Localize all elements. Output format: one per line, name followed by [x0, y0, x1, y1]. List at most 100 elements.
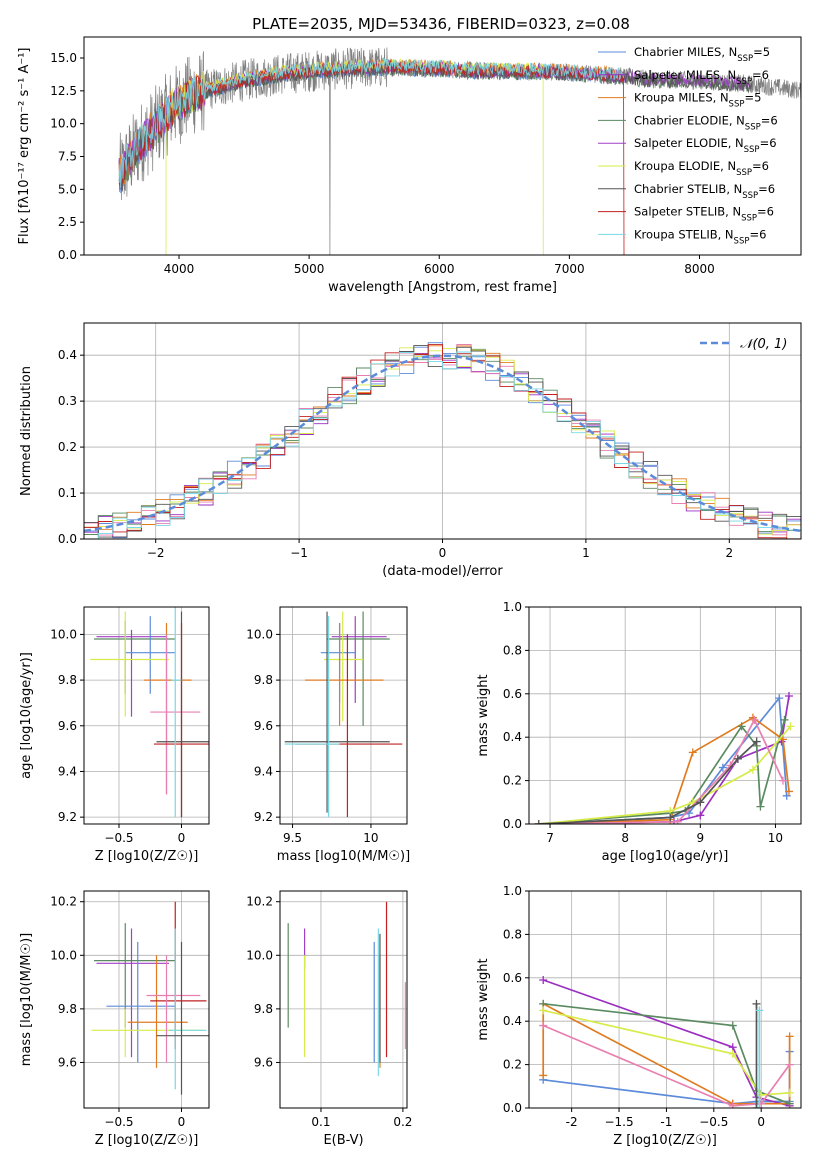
data-point-marker — [750, 715, 759, 724]
y-tick-label: 12.5 — [50, 84, 77, 98]
y-tick-label: 9.2 — [254, 810, 273, 824]
y-tick-label: 10.0 — [50, 627, 77, 641]
y-tick-label: 0.0 — [58, 248, 77, 262]
y-tick-label: 9.2 — [58, 810, 77, 824]
x-axis-label: (data-model)/error — [382, 564, 503, 579]
mass-weight-line-salp_miles — [538, 695, 790, 824]
legend: 𝒩(0, 1) — [700, 337, 787, 352]
histogram-salp_stelib — [84, 344, 801, 539]
data-point-marker — [539, 1021, 548, 1030]
x-tick-label: 1 — [582, 546, 590, 560]
data-point-marker — [784, 787, 793, 796]
plot-area — [287, 901, 406, 1076]
plot-area — [284, 611, 403, 818]
plot-area — [84, 342, 801, 539]
axes-frame — [83, 322, 802, 540]
axes-frame — [83, 36, 802, 256]
x-tick-label: 10 — [363, 831, 378, 845]
data-point-marker — [755, 1104, 764, 1108]
panel-3: −0.5 0 9.2 9.4 9.6 9.8 10.0 Z [log10(Z/Z☉)] age … — [19, 606, 210, 864]
x-tick-label: 0.1 — [311, 1115, 330, 1129]
legend-count: =6 — [752, 68, 769, 82]
x-axis-label: Z [log10(Z/Z☉)] — [95, 849, 199, 864]
y-tick-label: 9.8 — [58, 1002, 77, 1016]
x-tick-label: 8 — [621, 831, 629, 845]
legend-entry: Chabrier MILES, NSSP=5 — [634, 45, 770, 64]
x-tick-label: −1 — [290, 546, 308, 560]
data-point-marker — [775, 694, 784, 703]
x-tick-label: -2 — [566, 1115, 578, 1129]
legend-count: =5 — [753, 45, 770, 59]
y-axis-label: age [log10(age/yr)] — [19, 652, 34, 779]
x-tick-label: 9 — [696, 831, 704, 845]
plot-area — [91, 901, 209, 1095]
mass-weight-line-chab_miles — [538, 695, 788, 824]
y-axis-label: mass weight — [476, 958, 491, 1040]
x-axis-label: E(B-V) — [323, 1133, 363, 1148]
y-tick-label: 15.0 — [50, 51, 77, 65]
y-tick-label: 2.5 — [58, 215, 77, 229]
legend-entry: Salpeter ELODIE, NSSP=6 — [634, 136, 777, 155]
y-tick-label: 7.5 — [58, 150, 77, 164]
y-tick-label: 0.2 — [58, 440, 77, 454]
data-point-marker — [780, 715, 789, 724]
y-tick-label: 0.2 — [503, 774, 522, 788]
y-axis-label: mass [log10(M/M☉)] — [19, 933, 34, 1066]
x-tick-label: 9.5 — [283, 831, 302, 845]
y-tick-label: 1.0 — [503, 600, 522, 614]
panel-8: -2 −1.5 -1 −0.5 0 0.0 0.2 0.4 0.6 0.8 1.0 Z [log10(… — [476, 884, 802, 1148]
plot-area — [539, 975, 794, 1108]
y-tick-label: 10.2 — [50, 895, 77, 909]
legend-entry: 𝒩(0, 1) — [740, 337, 787, 352]
y-axis-label: Normed distribution — [19, 366, 34, 496]
x-axis-label: wavelength [Angstrom, rest frame] — [328, 280, 557, 295]
legend-entry: Kroupa STELIB, NSSP=6 — [634, 227, 766, 246]
subscript: SSP — [736, 168, 752, 178]
y-tick-label: 9.8 — [254, 1002, 273, 1016]
y-tick-label: 9.6 — [254, 1055, 273, 1069]
data-point-marker — [728, 1049, 737, 1058]
axes-frame — [279, 890, 408, 1109]
panel-7: 0.1 0.2 9.6 9.8 10.0 10.2 E(B-V) — [246, 890, 412, 1148]
data-point-marker — [756, 802, 765, 811]
plot-area — [118, 47, 801, 255]
x-tick-label: 4000 — [164, 262, 195, 276]
subscript: SSP — [737, 54, 753, 64]
x-tick-label: 0 — [178, 1115, 186, 1129]
y-tick-label: 9.6 — [254, 719, 273, 733]
y-axis-label: mass weight — [476, 674, 491, 756]
subscript: SSP — [742, 191, 758, 201]
legend-entry: Kroupa ELODIE, NSSP=6 — [634, 159, 769, 178]
x-tick-label: -1 — [660, 1115, 672, 1129]
mass-weight-line-chab_elodie — [543, 1002, 790, 1105]
data-point-marker — [728, 1101, 737, 1108]
figure-title: PLATE=2035, MJD=53436, FIBERID=0323, z=0… — [252, 15, 630, 33]
y-tick-label: 10.0 — [50, 948, 77, 962]
data-point-marker — [688, 748, 697, 757]
y-tick-label: 10.0 — [246, 948, 273, 962]
panel-4: 9.5 10 9.2 9.4 9.6 9.8 10.0 mass [log10(M/M☉)] — [246, 606, 410, 864]
y-tick-label: 10.0 — [246, 627, 273, 641]
y-tick-label: 0.6 — [503, 687, 522, 701]
panel-2: −2 −1 0 1 2 0.0 0.1 0.2 0.3 0.4 (data-model)/error… — [19, 322, 802, 579]
subscript: SSP — [744, 145, 760, 155]
y-tick-label: 0.4 — [503, 730, 522, 744]
panel-5: 7 8 9 10 0.0 0.2 0.4 0.6 0.8 1.0 age [log10(age/yr… — [476, 600, 802, 864]
panels: 4000 5000 6000 7000 80000.02.55.07.510.012.5… — [17, 36, 802, 1148]
data-point-marker — [728, 1021, 737, 1030]
mass-weight-line-kroupa_elodie — [543, 1009, 790, 1096]
model-spectrum-kroupa_stelib — [118, 57, 624, 188]
mass-weight-line-pink — [538, 717, 784, 824]
gaussian-model-curve — [84, 354, 801, 533]
data-point-marker — [785, 1088, 794, 1097]
data-point-marker — [718, 763, 727, 772]
x-tick-label: −2 — [147, 546, 165, 560]
x-tick-label: 0 — [439, 546, 447, 560]
x-tick-label: 10 — [768, 831, 783, 845]
legend-count: =6 — [752, 159, 769, 173]
y-tick-label: 0.0 — [503, 1101, 522, 1115]
data-point-marker — [539, 1071, 548, 1080]
axes-frame — [528, 890, 802, 1109]
data-point-marker — [782, 791, 791, 800]
